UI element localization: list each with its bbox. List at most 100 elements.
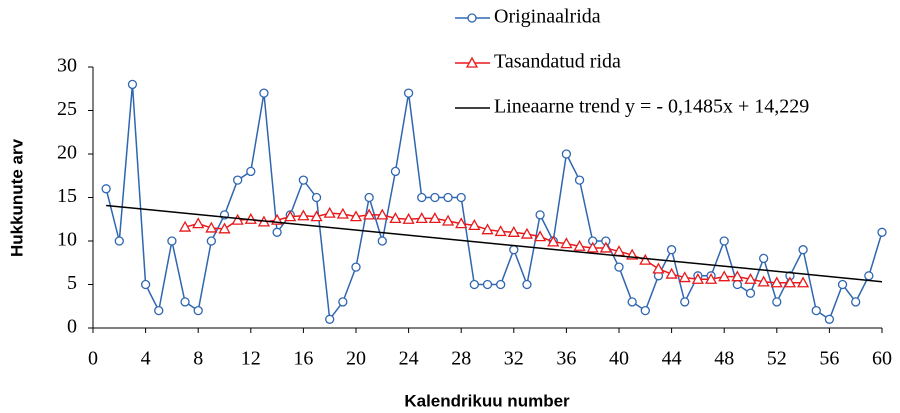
point — [127, 79, 138, 90]
series-line — [106, 204, 883, 283]
point — [468, 219, 481, 230]
point — [297, 209, 310, 221]
point — [178, 220, 192, 232]
point — [114, 236, 124, 246]
x-tick-label: 4 — [141, 348, 151, 370]
point — [415, 212, 428, 224]
point — [390, 166, 401, 177]
x-tick-label: 52 — [767, 348, 787, 370]
point — [744, 272, 757, 284]
point — [336, 207, 349, 219]
point — [811, 305, 821, 316]
point — [691, 272, 705, 284]
legend-label: Tasandatud rida — [494, 51, 621, 73]
x-tick-label: 32 — [504, 348, 524, 370]
point — [824, 314, 835, 324]
point — [154, 305, 164, 316]
point — [323, 206, 336, 218]
x-tick-label: 0 — [88, 348, 98, 370]
point — [639, 253, 652, 265]
point — [851, 297, 861, 307]
point — [507, 225, 520, 237]
point — [481, 223, 494, 235]
point — [430, 192, 440, 203]
point — [495, 279, 506, 290]
x-tick-label: 12 — [241, 348, 261, 370]
point — [759, 253, 769, 264]
point — [680, 297, 690, 307]
x-tick-label: 20 — [346, 348, 366, 370]
point — [325, 314, 335, 324]
point — [259, 88, 269, 98]
point — [310, 210, 323, 222]
point — [547, 235, 560, 247]
point — [509, 245, 519, 255]
x-tick-label: 48 — [714, 348, 734, 370]
point — [732, 279, 742, 290]
point — [364, 192, 374, 203]
point — [877, 227, 887, 237]
point — [665, 267, 678, 279]
series-line — [105, 84, 883, 322]
point — [272, 227, 282, 237]
x-tick-label: 8 — [193, 348, 203, 370]
point — [533, 230, 547, 242]
x-tick-label: 24 — [399, 348, 419, 370]
point — [614, 262, 624, 272]
point — [231, 213, 244, 225]
point — [535, 210, 545, 220]
point — [520, 227, 534, 239]
point — [167, 236, 177, 246]
y-tick-label: 20 — [57, 142, 77, 164]
point — [770, 276, 783, 288]
point — [443, 192, 453, 203]
point — [772, 297, 782, 307]
point — [560, 237, 573, 249]
point — [745, 288, 756, 298]
y-tick-label: 10 — [57, 229, 77, 251]
point — [783, 276, 797, 288]
x-axis-title: Kalendrikuu number — [404, 391, 570, 410]
point — [376, 208, 389, 220]
point — [192, 217, 205, 229]
y-tick-label: 25 — [57, 98, 77, 120]
point — [574, 175, 585, 185]
point — [363, 208, 376, 220]
point — [704, 272, 718, 284]
point — [627, 297, 637, 307]
y-tick-label: 0 — [67, 316, 77, 338]
x-tick-label: 36 — [556, 348, 576, 370]
point — [246, 166, 256, 177]
point — [757, 275, 770, 287]
point — [389, 212, 402, 224]
point — [456, 192, 466, 203]
point — [666, 245, 677, 255]
point — [494, 225, 507, 237]
point — [428, 212, 442, 224]
point — [482, 279, 493, 290]
point — [731, 270, 744, 282]
point — [311, 192, 322, 203]
x-tick-label: 56 — [819, 348, 839, 370]
point — [349, 210, 363, 222]
y-tick-label: 5 — [67, 272, 77, 294]
point — [652, 262, 665, 274]
point — [469, 279, 480, 290]
point — [719, 236, 729, 246]
legend-marker — [465, 56, 479, 68]
point — [140, 279, 151, 290]
point — [522, 279, 532, 290]
point — [232, 175, 243, 185]
point — [586, 241, 599, 253]
point — [678, 271, 691, 283]
point — [796, 276, 810, 288]
legend-label: Lineaarne trend y = - 0,1485x + 14,229 — [494, 96, 809, 118]
x-tick-label: 16 — [293, 348, 313, 370]
point — [599, 241, 612, 253]
point — [864, 271, 874, 281]
point — [441, 214, 455, 226]
point — [402, 212, 415, 224]
x-tick-label: 44 — [662, 348, 682, 370]
legend-label: Originaalrida — [494, 6, 601, 28]
